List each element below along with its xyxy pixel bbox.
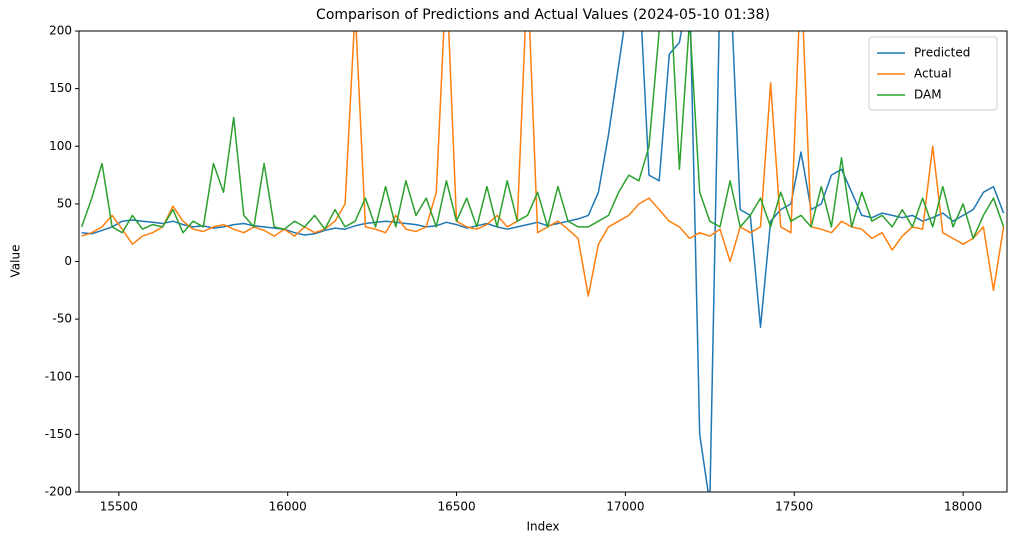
legend-box — [868, 36, 998, 111]
y-tick-label: 200 — [49, 24, 72, 38]
legend-label: Actual — [914, 67, 952, 81]
plot-frame — [78, 30, 1008, 493]
x-tick-label: 16000 — [269, 500, 307, 514]
x-tick-label: 15500 — [100, 500, 138, 514]
y-tick-label: 150 — [49, 81, 72, 95]
y-axis-label: Value — [9, 245, 23, 278]
series-line — [81, 31, 1005, 492]
y-tick-label: -150 — [45, 427, 72, 441]
legend-label: Predicted — [914, 46, 970, 60]
series-line — [81, 31, 1005, 297]
y-tick-label: -200 — [45, 485, 72, 499]
y-tick-label: -100 — [45, 369, 72, 383]
y-tick-label: 0 — [64, 254, 72, 268]
chart-title: Comparison of Predictions and Actual Val… — [316, 7, 770, 23]
y-tick-label: -50 — [52, 312, 72, 326]
x-axis-label: Index — [526, 520, 559, 534]
y-tick-label: 50 — [57, 196, 72, 210]
y-tick-label: 100 — [49, 139, 72, 153]
plot-lines — [80, 31, 1005, 492]
x-tick-label: 17000 — [606, 500, 644, 514]
x-tick-label: 16500 — [437, 500, 475, 514]
series-line — [80, 31, 1005, 240]
x-tick-label: 17500 — [775, 500, 813, 514]
x-tick-label: 18000 — [944, 500, 982, 514]
legend-label: DAM — [914, 88, 942, 102]
